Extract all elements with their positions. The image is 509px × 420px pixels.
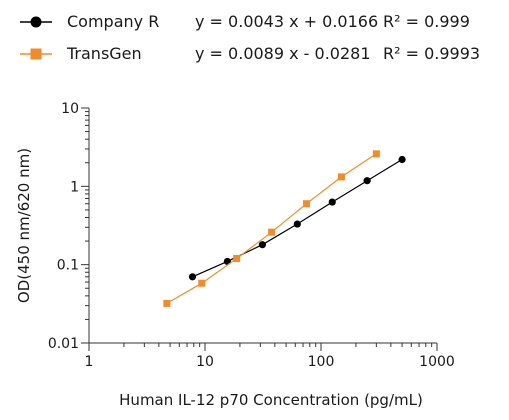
data-point-transgen	[268, 228, 276, 236]
legend-equation-transgen: y = 0.0089 x - 0.0281	[195, 44, 371, 63]
y-tick-label: 1	[70, 179, 79, 195]
data-point-company-r	[293, 220, 301, 228]
data-point-company-r	[398, 155, 406, 164]
legend-item-transgen: TransGen y = 0.0089 x - 0.0281 R² = 0.99…	[0, 40, 509, 68]
y-tick-label: 0.01	[48, 336, 79, 352]
data-point-transgen	[337, 173, 345, 181]
data-point-transgen	[163, 299, 171, 307]
legend-equation-company-r: y = 0.0043 x + 0.0166	[195, 12, 379, 31]
data-point-company-r	[188, 273, 197, 281]
series-line-company-r	[192, 158, 403, 278]
chart-axes: 1 10 100 1000 0.01 0.1 1 10	[48, 101, 455, 370]
legend-r2-company-r: R² = 0.999	[383, 12, 470, 31]
legend-swatch-company-r	[20, 16, 52, 28]
x-tick-label: 10	[196, 354, 214, 370]
chart-legend: Company R y = 0.0043 x + 0.0166 R² = 0.9…	[0, 0, 509, 80]
x-tick-label: 100	[308, 354, 335, 370]
x-axis-title: Human IL-12 p70 Concentration (pg/mL)	[119, 391, 423, 409]
legend-label-transgen: TransGen	[67, 44, 142, 63]
chart-marks	[163, 150, 406, 307]
data-point-company-r	[363, 177, 371, 185]
y-tick-label: 0.1	[57, 258, 79, 274]
data-point-company-r	[258, 241, 267, 249]
y-tick-label: 10	[61, 101, 79, 117]
data-point-transgen	[233, 254, 241, 262]
legend-swatch-transgen	[20, 48, 52, 60]
data-point-transgen	[303, 200, 311, 208]
legend-label-company-r: Company R	[67, 12, 160, 31]
data-point-company-r	[328, 198, 336, 206]
x-tick-label: 1000	[419, 354, 455, 370]
legend-item-company-r: Company R y = 0.0043 x + 0.0166 R² = 0.9…	[0, 8, 509, 36]
y-axis-title: OD(450 nm/620 nm)	[15, 148, 33, 303]
x-tick-label: 1	[85, 354, 94, 370]
data-point-transgen	[372, 150, 380, 158]
legend-r2-transgen: R² = 0.9993	[383, 44, 481, 63]
data-point-transgen	[198, 279, 206, 287]
